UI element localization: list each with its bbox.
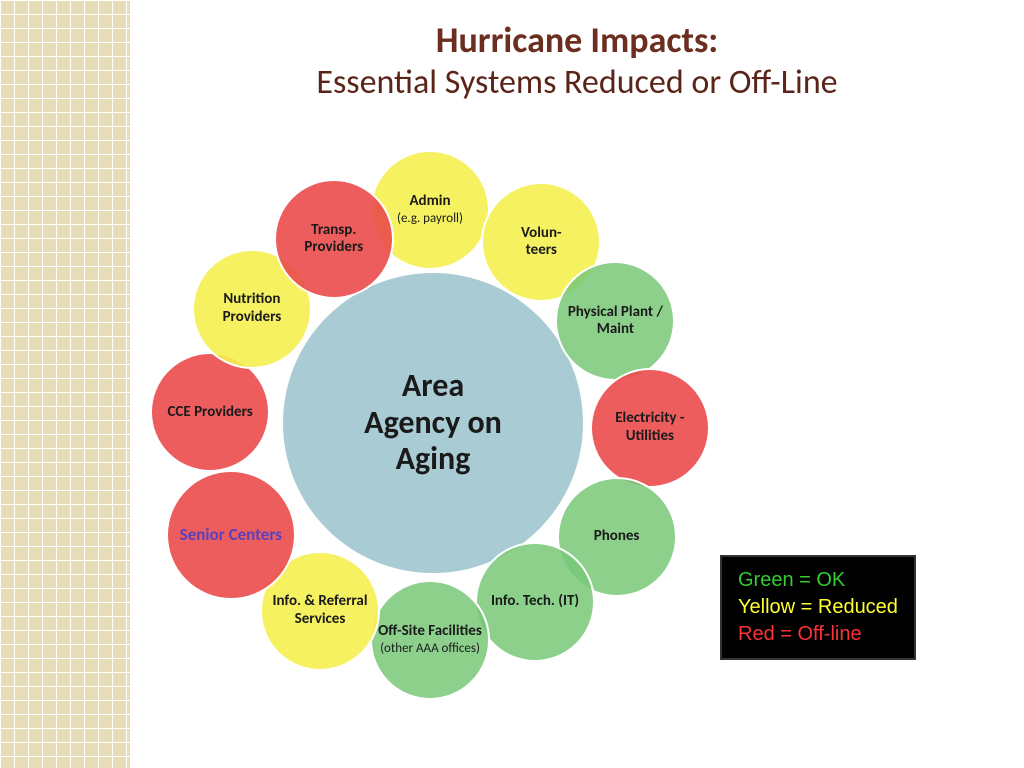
legend-item: Yellow = Reduced xyxy=(738,594,898,621)
node-label: Volun-teers xyxy=(521,225,562,260)
status-legend: Green = OKYellow = ReducedRed = Off-line xyxy=(720,555,916,660)
node-label: Transp. Providers xyxy=(282,222,386,257)
status-node: Electricity - Utilities xyxy=(590,368,710,488)
node-label: Senior Centers xyxy=(180,525,282,545)
slide-title: Hurricane Impacts: xyxy=(130,18,1024,62)
status-node: Transp. Providers xyxy=(274,179,394,299)
node-label: Info. Tech. (IT) xyxy=(491,593,579,610)
status-node: Info. Tech. (IT) xyxy=(475,542,595,662)
node-label: Nutrition Providers xyxy=(200,291,304,326)
status-node: Senior Centers xyxy=(166,470,296,600)
decorative-side-strip xyxy=(0,0,130,768)
slide-subtitle: Essential Systems Reduced or Off-Line xyxy=(130,62,1024,103)
node-label: CCE Providers xyxy=(167,404,252,421)
status-node: Off-Site Facilities (other AAA offices) xyxy=(370,580,490,700)
legend-item: Red = Off-line xyxy=(738,621,898,648)
node-label: Info. & Referral Services xyxy=(268,593,372,628)
center-circle: AreaAgency onAging xyxy=(280,270,586,576)
node-label: Phones xyxy=(594,528,640,545)
status-node: Physical Plant / Maint xyxy=(555,261,675,381)
node-label: Off-Site Facilities xyxy=(378,623,482,640)
node-label: Electricity - Utilities xyxy=(598,410,702,445)
legend-item: Green = OK xyxy=(738,567,898,594)
center-label: AreaAgency onAging xyxy=(364,368,502,478)
node-sublabel: (other AAA offices) xyxy=(380,642,480,657)
status-diagram: AreaAgency onAging Admin (e.g. payroll) Vol… xyxy=(150,130,710,690)
node-label: Physical Plant / Maint xyxy=(563,304,667,339)
status-node: CCE Providers xyxy=(150,352,270,472)
node-label: Admin xyxy=(409,193,450,210)
node-sublabel: (e.g. payroll) xyxy=(397,212,463,227)
